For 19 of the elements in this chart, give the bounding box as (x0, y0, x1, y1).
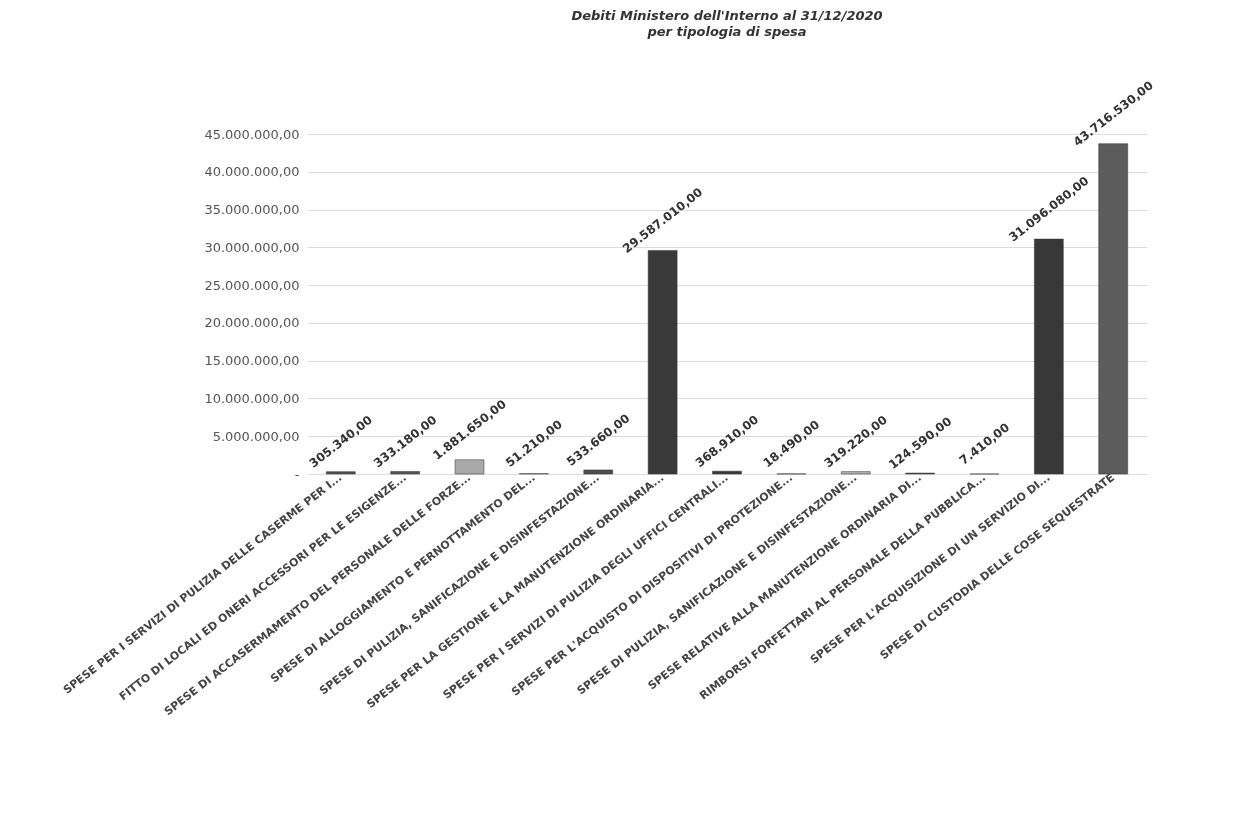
bar (712, 470, 742, 475)
y-tick-label: 15.000.000,00 (204, 353, 300, 369)
y-tick-label: 10.000.000,00 (204, 390, 300, 406)
bar (326, 471, 356, 475)
bar (454, 459, 485, 475)
y-tick-label: 45.000.000,00 (204, 126, 300, 142)
bar (583, 469, 613, 475)
bar (1098, 143, 1128, 475)
bar (390, 471, 420, 475)
y-tick-label: 5.000.000,00 (212, 428, 300, 444)
y-tick-label: 35.000.000,00 (204, 202, 300, 218)
bar (841, 471, 871, 475)
y-tick-label: 20.000.000,00 (204, 315, 300, 331)
y-tick-label: 40.000.000,00 (204, 164, 300, 180)
y-tick-label: 30.000.000,00 (204, 239, 300, 255)
y-tick-label: - (294, 466, 300, 482)
chart-title: Debiti Ministero dell'Interno al 31/12/2020 (571, 8, 883, 24)
chart-subtitle: per tipologia di spesa (646, 24, 807, 40)
y-tick-label: 25.000.000,00 (204, 277, 300, 293)
